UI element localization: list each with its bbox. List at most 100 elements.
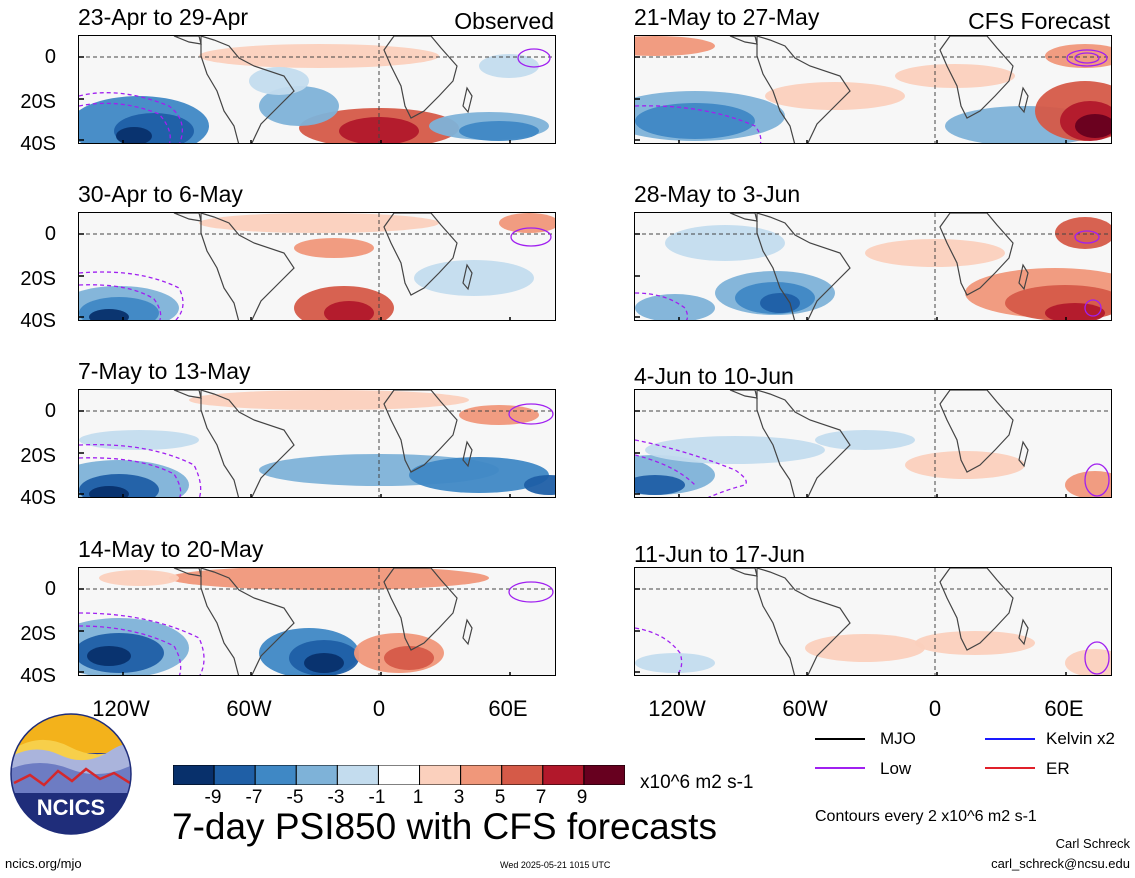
coastline [756, 36, 851, 143]
ncics-logo: NCICS [10, 713, 132, 835]
y-tick-0: 0 [44, 400, 56, 422]
map-panel-observed-4 [78, 567, 556, 676]
y-tick-0: 0 [44, 578, 56, 600]
coastline [1018, 263, 1029, 291]
observed-label: Observed [454, 8, 554, 34]
field-anomaly [409, 457, 549, 493]
field-anomaly [479, 54, 539, 78]
field-anomaly [805, 634, 925, 662]
field-anomaly [259, 86, 339, 126]
contour-note: Contours every 2 x10^6 m2 s-1 [815, 808, 1037, 825]
field-anomaly [645, 436, 825, 464]
colorbar-label: -9 [204, 787, 222, 808]
colorbar-label: -3 [327, 787, 345, 808]
colorbar-swatch [336, 764, 379, 786]
legend-mjo-line [815, 738, 865, 740]
map-panel-forecast-1 [634, 35, 1112, 144]
field-anomaly [294, 238, 374, 258]
coastline [200, 213, 295, 320]
email[interactable]: carl_schreck@ncsu.edu [991, 856, 1130, 871]
field-anomaly [815, 430, 915, 450]
timestamp: Wed 2025-05-21 1015 UTC [500, 860, 611, 870]
map-panel-observed-2 [78, 212, 556, 321]
legend-kelvin-label: Kelvin x2 [1046, 729, 1115, 748]
low-contour [635, 439, 747, 497]
x-tick-60w: 60W [226, 696, 272, 721]
field-anomaly [169, 568, 489, 590]
colorbar-label: 1 [412, 787, 424, 808]
coastline [462, 618, 473, 646]
colorbar-swatch [172, 764, 215, 786]
colorbar-swatch [254, 764, 297, 786]
x-tick-120w: 120W [648, 696, 706, 721]
field-anomaly [459, 121, 539, 141]
legend-low-line [815, 767, 865, 769]
field-anomaly [915, 631, 1035, 655]
low-contour [79, 284, 162, 320]
colorbar-swatch [501, 764, 544, 786]
field-anomaly [895, 64, 1015, 88]
coastline [200, 390, 295, 497]
colorbar-label: 9 [576, 787, 588, 808]
x-tick-0: 0 [928, 696, 942, 721]
coastline [200, 568, 295, 675]
panel-title-fc-2: 28-May to 3-Jun [634, 181, 801, 207]
coastline [462, 440, 473, 468]
coastline [173, 213, 202, 222]
low-contour [508, 403, 554, 425]
legend-low-label: Low [880, 759, 912, 778]
field-anomaly [865, 239, 1005, 267]
field-anomaly [459, 405, 539, 425]
coastline [383, 36, 458, 119]
field-anomaly [1065, 471, 1111, 497]
coastline [1018, 618, 1029, 646]
low-contour [79, 102, 171, 143]
low-contour [79, 444, 202, 497]
x-tick-60w: 60W [782, 696, 828, 721]
panel-title-fc-3: 4-Jun to 10-Jun [634, 363, 794, 389]
colorbar-swatch [377, 764, 421, 786]
y-tick-20s: 20S [20, 623, 56, 645]
map-panel-forecast-3 [634, 389, 1112, 498]
colorbar-swatch [295, 764, 338, 786]
field-anomaly [499, 213, 555, 233]
colorbar-label: -7 [245, 787, 263, 808]
colorbar-labels: -9 -7 -5 -3 -1 1 3 5 7 9 [198, 788, 618, 808]
x-tick-0: 0 [372, 696, 386, 721]
coastline [939, 213, 1014, 296]
field-anomaly [760, 293, 800, 313]
field-anomaly [99, 570, 179, 586]
logo-text: NCICS [37, 795, 105, 820]
panel-title-fc-1: 21-May to 27-May [634, 4, 820, 30]
colorbar-label: 5 [494, 787, 506, 808]
legend-kelvin-line [985, 738, 1035, 740]
field-anomaly [414, 260, 534, 296]
field-anomaly [635, 475, 685, 495]
x-tick-60e: 60E [1044, 696, 1084, 721]
low-contour [508, 581, 554, 603]
y-tick-40s: 40S [20, 310, 56, 332]
field-anomaly [1065, 649, 1111, 675]
field-anomaly [384, 646, 434, 670]
main-title: 7-day PSI850 with CFS forecasts [172, 806, 717, 847]
coastline [939, 36, 1014, 119]
low-contour [79, 92, 183, 143]
field-anomaly [89, 309, 129, 320]
source-url[interactable]: ncics.org/mjo [5, 856, 82, 871]
coastline [1018, 86, 1029, 114]
coastline [756, 213, 851, 320]
field-anomaly [905, 451, 1025, 479]
coastline [173, 390, 202, 399]
colorbar-swatch [419, 764, 462, 786]
coastline [1018, 440, 1029, 468]
panel-title-obs-3: 7-May to 13-May [78, 358, 251, 384]
map-panel-forecast-2 [634, 212, 1112, 321]
field-anomaly [304, 653, 344, 673]
low-contour [635, 292, 689, 320]
panel-title-obs-4: 14-May to 20-May [78, 536, 264, 562]
coastline [756, 568, 851, 675]
field-anomaly [189, 390, 469, 410]
low-contour [517, 48, 551, 68]
colorbar-swatch [213, 764, 256, 786]
coastline [200, 36, 295, 143]
